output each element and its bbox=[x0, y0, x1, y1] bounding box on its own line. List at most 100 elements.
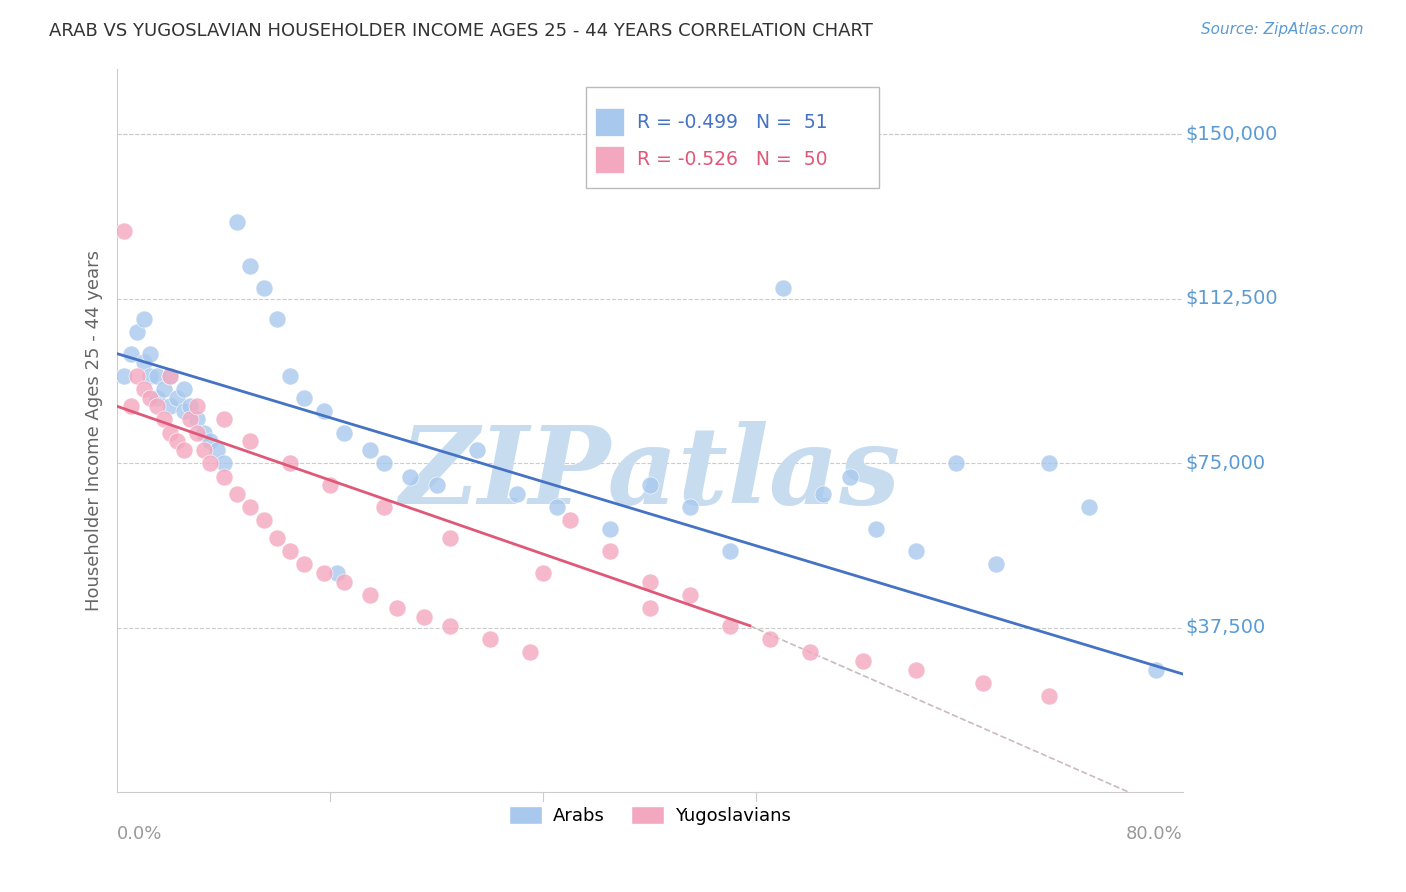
Point bbox=[479, 632, 502, 646]
Point bbox=[253, 281, 276, 295]
Point bbox=[127, 368, 149, 383]
Point bbox=[132, 382, 155, 396]
FancyBboxPatch shape bbox=[586, 87, 879, 188]
Text: $75,000: $75,000 bbox=[1185, 454, 1265, 473]
Point bbox=[412, 610, 434, 624]
Text: Source: ZipAtlas.com: Source: ZipAtlas.com bbox=[1201, 22, 1364, 37]
Point bbox=[772, 281, 794, 295]
Point bbox=[127, 325, 149, 339]
Point bbox=[1038, 689, 1060, 703]
Point bbox=[718, 544, 741, 558]
Point bbox=[758, 632, 780, 646]
Point bbox=[679, 588, 702, 602]
Point bbox=[1038, 456, 1060, 470]
Point bbox=[212, 469, 235, 483]
Point bbox=[838, 469, 860, 483]
Point bbox=[266, 531, 288, 545]
Text: $150,000: $150,000 bbox=[1185, 125, 1278, 144]
Point bbox=[278, 544, 301, 558]
Point bbox=[226, 487, 249, 501]
Point bbox=[546, 500, 568, 515]
Point bbox=[186, 400, 208, 414]
Point bbox=[506, 487, 529, 501]
Point bbox=[266, 311, 288, 326]
Point bbox=[146, 391, 169, 405]
Point bbox=[852, 654, 875, 668]
Point bbox=[173, 382, 195, 396]
Point bbox=[399, 469, 422, 483]
Point bbox=[166, 391, 188, 405]
Point bbox=[186, 412, 208, 426]
Text: 0.0%: 0.0% bbox=[117, 825, 163, 843]
Point bbox=[173, 443, 195, 458]
Point bbox=[638, 601, 661, 615]
Point bbox=[439, 618, 461, 632]
Point bbox=[1078, 500, 1101, 515]
Point bbox=[945, 456, 967, 470]
Point bbox=[132, 311, 155, 326]
Point bbox=[718, 618, 741, 632]
Point bbox=[905, 663, 928, 677]
Text: $37,500: $37,500 bbox=[1185, 618, 1265, 638]
Point bbox=[120, 400, 142, 414]
Point bbox=[112, 224, 135, 238]
Text: ARAB VS YUGOSLAVIAN HOUSEHOLDER INCOME AGES 25 - 44 YEARS CORRELATION CHART: ARAB VS YUGOSLAVIAN HOUSEHOLDER INCOME A… bbox=[49, 22, 873, 40]
Point bbox=[531, 566, 554, 580]
Point bbox=[811, 487, 834, 501]
Point bbox=[986, 558, 1008, 572]
Legend: Arabs, Yugoslavians: Arabs, Yugoslavians bbox=[503, 800, 796, 830]
FancyBboxPatch shape bbox=[595, 108, 624, 136]
Point bbox=[173, 403, 195, 417]
Point bbox=[972, 675, 994, 690]
Point bbox=[239, 259, 262, 273]
Text: 80.0%: 80.0% bbox=[1126, 825, 1182, 843]
Point bbox=[319, 478, 342, 492]
Point bbox=[312, 566, 335, 580]
Point bbox=[332, 425, 354, 440]
Point bbox=[239, 434, 262, 449]
Point bbox=[426, 478, 449, 492]
Point bbox=[465, 443, 488, 458]
Point bbox=[112, 368, 135, 383]
Point bbox=[132, 355, 155, 369]
Point bbox=[193, 425, 215, 440]
Point bbox=[312, 403, 335, 417]
Point bbox=[278, 456, 301, 470]
Point bbox=[205, 443, 228, 458]
Point bbox=[120, 347, 142, 361]
Point bbox=[278, 368, 301, 383]
Point bbox=[239, 500, 262, 515]
FancyBboxPatch shape bbox=[595, 145, 624, 173]
Point bbox=[179, 400, 201, 414]
Text: R = -0.499   N =  51: R = -0.499 N = 51 bbox=[637, 112, 828, 132]
Point bbox=[905, 544, 928, 558]
Point bbox=[519, 645, 541, 659]
Y-axis label: Householder Income Ages 25 - 44 years: Householder Income Ages 25 - 44 years bbox=[86, 250, 103, 611]
Point bbox=[153, 412, 176, 426]
Point bbox=[139, 347, 162, 361]
Point bbox=[200, 434, 222, 449]
Point bbox=[599, 544, 621, 558]
Point bbox=[186, 425, 208, 440]
Point bbox=[558, 513, 581, 527]
Point bbox=[373, 500, 395, 515]
Point bbox=[359, 443, 381, 458]
Point bbox=[212, 412, 235, 426]
Point bbox=[159, 368, 181, 383]
Text: ZIPatlas: ZIPatlas bbox=[399, 421, 900, 527]
Point bbox=[1144, 663, 1167, 677]
Point bbox=[599, 522, 621, 536]
Text: $112,500: $112,500 bbox=[1185, 289, 1278, 309]
Point bbox=[253, 513, 276, 527]
Point bbox=[226, 215, 249, 229]
Point bbox=[159, 368, 181, 383]
Point bbox=[159, 400, 181, 414]
Point bbox=[326, 566, 349, 580]
Text: R = -0.526   N =  50: R = -0.526 N = 50 bbox=[637, 150, 828, 169]
Point bbox=[679, 500, 702, 515]
Point bbox=[439, 531, 461, 545]
Point bbox=[146, 368, 169, 383]
Point bbox=[139, 368, 162, 383]
Point bbox=[332, 574, 354, 589]
Point bbox=[159, 425, 181, 440]
